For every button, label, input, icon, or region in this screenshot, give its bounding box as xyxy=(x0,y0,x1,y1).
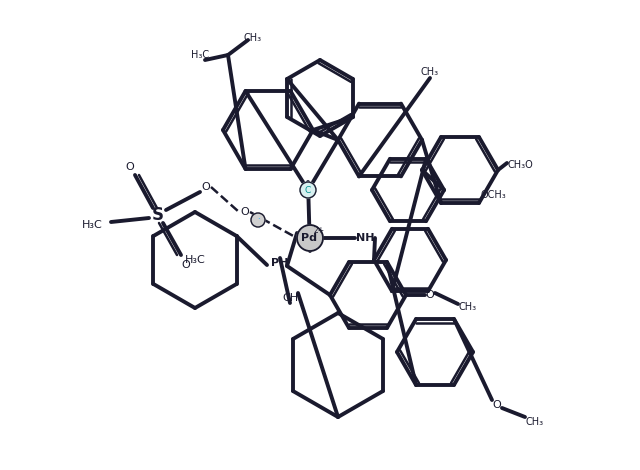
Text: CH₃: CH₃ xyxy=(421,67,439,77)
Text: H₃C: H₃C xyxy=(191,50,209,60)
Text: O: O xyxy=(202,182,211,192)
Text: CH₃O: CH₃O xyxy=(507,160,532,170)
Text: CH₃: CH₃ xyxy=(459,302,477,312)
Text: H₃C: H₃C xyxy=(184,255,205,265)
Text: Pd: Pd xyxy=(301,233,317,243)
Text: OCH₃: OCH₃ xyxy=(480,190,506,200)
Text: 2+: 2+ xyxy=(314,226,324,235)
Text: O: O xyxy=(125,162,134,172)
Text: CH₃: CH₃ xyxy=(526,417,544,427)
Circle shape xyxy=(297,225,323,251)
Text: O: O xyxy=(493,400,501,410)
Text: CH: CH xyxy=(282,293,298,303)
Circle shape xyxy=(251,213,265,227)
Text: PH: PH xyxy=(271,258,289,268)
Text: O: O xyxy=(241,207,250,217)
Text: S: S xyxy=(152,206,164,224)
Text: O: O xyxy=(426,290,435,300)
Text: C: C xyxy=(305,186,311,195)
Text: H₃C: H₃C xyxy=(83,220,103,230)
Text: NH: NH xyxy=(356,233,374,243)
Text: CH₃: CH₃ xyxy=(244,33,262,43)
Text: O: O xyxy=(182,260,190,270)
Text: ·: · xyxy=(257,216,259,225)
Circle shape xyxy=(300,182,316,198)
